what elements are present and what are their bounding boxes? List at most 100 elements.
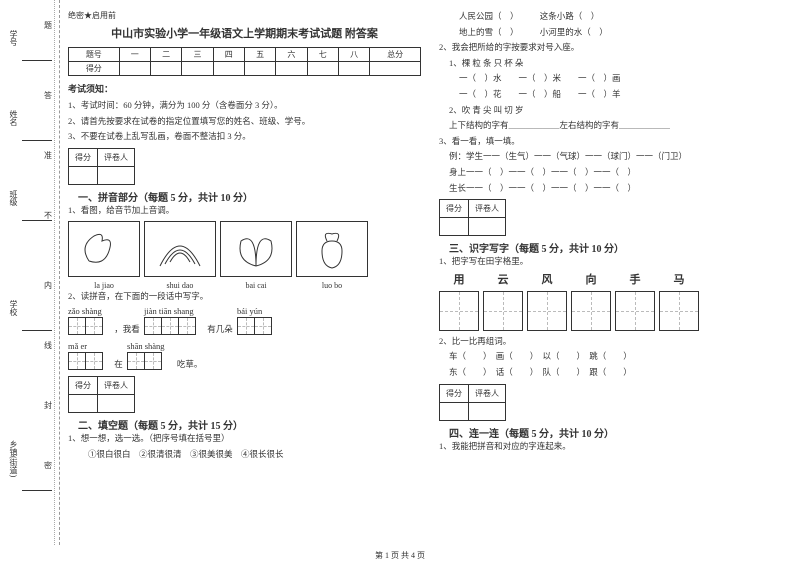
margin-label-town: 乡镇(街道): [8, 440, 19, 477]
q3-2: 2、比一比再组词。: [439, 335, 792, 349]
pinyin-text: shān shàng: [127, 341, 165, 351]
tianzige[interactable]: [161, 317, 179, 335]
cell[interactable]: [307, 62, 338, 76]
cell[interactable]: [182, 62, 213, 76]
seal-char: 准: [44, 150, 52, 161]
blank[interactable]: [22, 330, 52, 331]
tianzige[interactable]: [85, 317, 103, 335]
blank[interactable]: [22, 140, 52, 141]
cell[interactable]: [276, 62, 307, 76]
blank-cell[interactable]: [440, 402, 469, 420]
q3-1: 1、把字写在田字格里。: [439, 255, 792, 269]
tianzige[interactable]: [254, 317, 272, 335]
tianzige-big[interactable]: [439, 291, 479, 331]
th: 四: [213, 48, 244, 62]
img-label: luo bo: [296, 281, 368, 290]
pepper-icon: [68, 221, 140, 277]
th: 一: [119, 48, 150, 62]
paper-title: 中山市实验小学一年级语文上学期期末考试试题 附答案: [68, 25, 421, 41]
cell[interactable]: [213, 62, 244, 76]
seal-char: 线: [44, 340, 52, 351]
part2-title: 二、填空题（每题 5 分，共计 15 分）: [78, 417, 243, 432]
tianzige-big[interactable]: [527, 291, 567, 331]
pinyin-text: zǎo shàng: [68, 306, 102, 316]
pinyin-text: bái yún: [237, 306, 271, 316]
tianzige-big[interactable]: [615, 291, 655, 331]
content-area: 绝密★启用前 中山市实验小学一年级语文上学期期末考试试题 附答案 题号 一 二 …: [60, 0, 800, 545]
tianzige-row: [439, 291, 792, 331]
notice-line: 2、请首先按要求在试卷的指定位置填写您的姓名、班级、学号。: [68, 115, 421, 129]
seal-char: 不: [44, 210, 52, 221]
binding-margin: 学号 姓名 班级 学校 乡镇(街道) 题 答 准 不 内 线 封 密: [0, 0, 60, 545]
tianzige[interactable]: [144, 317, 162, 335]
cell[interactable]: [119, 62, 150, 76]
part4-title: 四、连一连（每题 5 分，共计 10 分）: [449, 425, 614, 440]
cell[interactable]: [370, 62, 421, 76]
char: 风: [527, 271, 567, 287]
tianzige[interactable]: [144, 352, 162, 370]
image-row: [68, 221, 421, 277]
q2-2b: 2、吹 青 尖 叫 切 岁: [439, 104, 792, 118]
right-column: 人民公园（ ） 这条小路（ ） 地上的雪（ ） 小河里的水（ ） 2、我会把所给…: [439, 10, 792, 545]
left-column: 绝密★启用前 中山市实验小学一年级语文上学期期末考试试题 附答案 题号 一 二 …: [68, 10, 421, 545]
eval-score: 得分: [440, 384, 469, 402]
cell[interactable]: [150, 62, 181, 76]
tianzige[interactable]: [68, 317, 86, 335]
rice-icon: [144, 221, 216, 277]
cell[interactable]: [338, 62, 369, 76]
seal-char: 内: [44, 280, 52, 291]
blank-cell[interactable]: [69, 394, 98, 412]
fill-line: 生长一一（ ）一一（ ）一一（ ）一一（ ）: [439, 182, 792, 196]
blank-cell[interactable]: [98, 166, 135, 184]
dotted-line: [54, 0, 55, 545]
eval-grader: 评卷人: [98, 376, 135, 394]
eval-box: 得分评卷人: [68, 148, 135, 185]
fill-line: 一（ ）花 一（ ）船 一（ ）羊: [439, 88, 792, 102]
char-label-row: 用 云 风 向 手 马: [439, 271, 792, 287]
inline-text: 在: [114, 358, 123, 370]
margin-label-class: 班级: [8, 190, 19, 206]
img-label: la jiao: [68, 281, 140, 290]
fill-line: 地上的雪（ ） 小河里的水（ ）: [439, 26, 792, 40]
th: 六: [276, 48, 307, 62]
blank-cell[interactable]: [469, 402, 506, 420]
tianzige[interactable]: [85, 352, 103, 370]
blank-cell[interactable]: [98, 394, 135, 412]
eval-box: 得分评卷人: [439, 384, 506, 421]
blank-cell[interactable]: [69, 166, 98, 184]
pinyin-text: mǎ er: [68, 341, 102, 351]
q2-2a: 1、棵 粒 条 只 杯 朵: [439, 57, 792, 71]
char: 向: [571, 271, 611, 287]
eval-grader: 评卷人: [469, 384, 506, 402]
seal-char: 答: [44, 90, 52, 101]
notice-line: 1、考试时间：60 分钟，满分为 100 分（含卷面分 3 分）。: [68, 99, 421, 113]
tianzige-big[interactable]: [483, 291, 523, 331]
tianzige[interactable]: [178, 317, 196, 335]
th: 七: [307, 48, 338, 62]
eval-score: 得分: [69, 376, 98, 394]
th: 二: [150, 48, 181, 62]
blank-cell[interactable]: [440, 218, 469, 236]
page-footer: 第 1 页 共 4 页: [0, 550, 800, 561]
char: 手: [615, 271, 655, 287]
seal-char: 密: [44, 460, 52, 471]
fill-line: 人民公园（ ） 这条小路（ ）: [439, 10, 792, 24]
eval-box: 得分评卷人: [439, 199, 506, 236]
th: 题号: [69, 48, 120, 62]
margin-label-name: 姓名: [8, 110, 19, 126]
margin-label-school: 学校: [8, 300, 19, 316]
tianzige[interactable]: [237, 317, 255, 335]
tianzige[interactable]: [127, 352, 145, 370]
secret-label: 绝密★启用前: [68, 10, 421, 21]
tianzige-big[interactable]: [571, 291, 611, 331]
cell[interactable]: [244, 62, 275, 76]
tianzige[interactable]: [68, 352, 86, 370]
part3-title: 三、识字写字（每题 5 分，共计 10 分）: [449, 240, 624, 255]
tianzige-big[interactable]: [659, 291, 699, 331]
blank-cell[interactable]: [469, 218, 506, 236]
th: 总分: [370, 48, 421, 62]
blank[interactable]: [22, 60, 52, 61]
pinyin-block: mǎ er: [68, 341, 102, 370]
blank[interactable]: [22, 490, 52, 491]
th: 八: [338, 48, 369, 62]
